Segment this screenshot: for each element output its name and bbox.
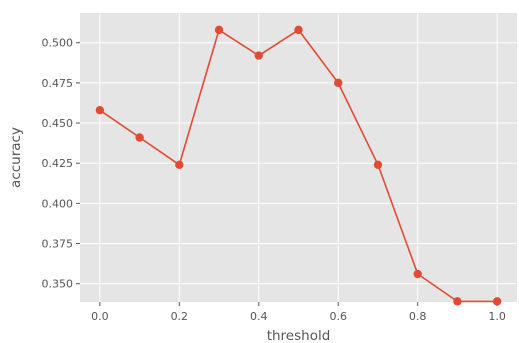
x-tick-label: 1.0 <box>488 310 506 323</box>
data-point <box>175 160 184 170</box>
y-tick-label: 0.425 <box>42 157 74 170</box>
y-tick-label: 0.375 <box>42 238 74 251</box>
data-point <box>453 297 462 306</box>
x-tick-label: 0.4 <box>250 310 268 323</box>
data-point <box>214 25 224 35</box>
data-point <box>254 51 263 60</box>
x-tick-label: 0.0 <box>91 310 109 323</box>
y-tick-label: 0.400 <box>42 197 74 210</box>
plot-area <box>80 13 517 302</box>
series-group <box>95 25 502 306</box>
x-tick-label: 0.6 <box>329 310 347 323</box>
y-tick-label: 0.500 <box>42 37 74 50</box>
data-point <box>135 133 144 142</box>
data-point <box>373 160 383 170</box>
grid <box>80 13 517 302</box>
data-point <box>294 25 303 35</box>
data-point <box>492 297 502 306</box>
data-point <box>95 105 105 115</box>
y-tick-label: 0.350 <box>42 278 74 291</box>
data-point <box>413 269 422 279</box>
ticks: 0.0 0.2 0.4 0.6 0.8 1.0 0.350 0.375 0.400 0.425 0.… <box>42 37 506 323</box>
y-tick-label: 0.475 <box>42 77 74 90</box>
y-tick-label: 0.450 <box>42 117 74 130</box>
x-tick-label: 0.8 <box>409 310 427 323</box>
y-axis-label: accuracy <box>8 127 24 188</box>
x-tick-label: 0.2 <box>171 310 189 323</box>
data-point <box>334 78 343 88</box>
x-axis-label: threshold <box>267 328 331 343</box>
